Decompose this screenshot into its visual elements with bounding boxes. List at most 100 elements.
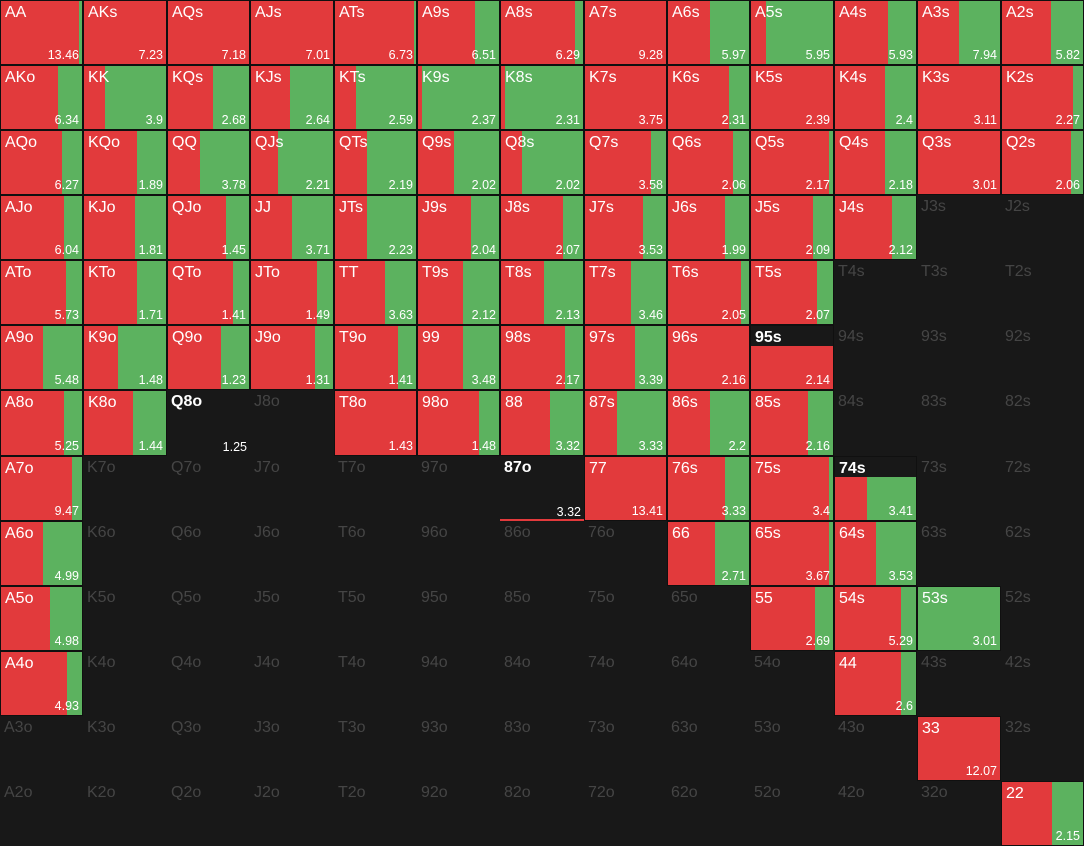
hand-cell-a2o[interactable]: A2o xyxy=(0,781,83,846)
hand-cell-72o[interactable]: 72o xyxy=(584,781,667,846)
hand-cell-qjo[interactable]: QJo 1.45 xyxy=(167,195,250,260)
hand-cell-k5o[interactable]: K5o xyxy=(83,586,167,651)
hand-cell-96o[interactable]: 96o xyxy=(417,521,500,586)
hand-cell-q8o[interactable]: Q8o 1.25 xyxy=(167,390,250,456)
hand-cell-t6o[interactable]: T6o xyxy=(334,521,417,586)
hand-cell-a3s[interactable]: A3s 7.94 xyxy=(917,0,1001,65)
hand-cell-73s[interactable]: 73s xyxy=(917,456,1001,521)
hand-cell-k3o[interactable]: K3o xyxy=(83,716,167,781)
hand-cell-j6o[interactable]: J6o xyxy=(250,521,334,586)
hand-cell-kjo[interactable]: KJo 1.81 xyxy=(83,195,167,260)
hand-cell-aqs[interactable]: AQs 7.18 xyxy=(167,0,250,65)
hand-cell-a6o[interactable]: A6o 4.99 xyxy=(0,521,83,586)
hand-cell-q3s[interactable]: Q3s 3.01 xyxy=(917,130,1001,195)
hand-cell-k2o[interactable]: K2o xyxy=(83,781,167,846)
hand-cell-k8o[interactable]: K8o 1.44 xyxy=(83,390,167,456)
hand-cell-95s[interactable]: 95s 2.14 xyxy=(750,325,834,390)
hand-cell-j9o[interactable]: J9o 1.31 xyxy=(250,325,334,390)
hand-cell-93o[interactable]: 93o xyxy=(417,716,500,781)
hand-cell-64s[interactable]: 64s 3.53 xyxy=(834,521,917,586)
hand-cell-87s[interactable]: 87s 3.33 xyxy=(584,390,667,456)
hand-cell-q8s[interactable]: Q8s 2.02 xyxy=(500,130,584,195)
hand-cell-qjs[interactable]: QJs 2.21 xyxy=(250,130,334,195)
hand-cell-a3o[interactable]: A3o xyxy=(0,716,83,781)
hand-cell-54o[interactable]: 54o xyxy=(750,651,834,716)
hand-cell-j5s[interactable]: J5s 2.09 xyxy=(750,195,834,260)
hand-cell-a9o[interactable]: A9o 5.48 xyxy=(0,325,83,390)
hand-cell-tt[interactable]: TT 3.63 xyxy=(334,260,417,325)
hand-cell-k7o[interactable]: K7o xyxy=(83,456,167,521)
hand-cell-j2s[interactable]: J2s xyxy=(1001,195,1084,260)
hand-cell-66[interactable]: 66 2.71 xyxy=(667,521,750,586)
hand-cell-a5s[interactable]: A5s 5.95 xyxy=(750,0,834,65)
hand-cell-53o[interactable]: 53o xyxy=(750,716,834,781)
hand-cell-ako[interactable]: AKo 6.34 xyxy=(0,65,83,130)
hand-cell-86s[interactable]: 86s 2.2 xyxy=(667,390,750,456)
hand-cell-t5s[interactable]: T5s 2.07 xyxy=(750,260,834,325)
hand-cell-a9s[interactable]: A9s 6.51 xyxy=(417,0,500,65)
hand-cell-92s[interactable]: 92s xyxy=(1001,325,1084,390)
hand-cell-q3o[interactable]: Q3o xyxy=(167,716,250,781)
hand-cell-64o[interactable]: 64o xyxy=(667,651,750,716)
hand-cell-q7s[interactable]: Q7s 3.58 xyxy=(584,130,667,195)
hand-cell-qq[interactable]: QQ 3.78 xyxy=(167,130,250,195)
hand-cell-t9o[interactable]: T9o 1.41 xyxy=(334,325,417,390)
hand-cell-aks[interactable]: AKs 7.23 xyxy=(83,0,167,65)
hand-cell-k2s[interactable]: K2s 2.27 xyxy=(1001,65,1084,130)
hand-cell-74s[interactable]: 74s 3.41 xyxy=(834,456,917,521)
hand-cell-86o[interactable]: 86o xyxy=(500,521,584,586)
hand-cell-a7s[interactable]: A7s 9.28 xyxy=(584,0,667,65)
hand-cell-t3s[interactable]: T3s xyxy=(917,260,1001,325)
hand-cell-a2s[interactable]: A2s 5.82 xyxy=(1001,0,1084,65)
hand-cell-jj[interactable]: JJ 3.71 xyxy=(250,195,334,260)
hand-cell-63s[interactable]: 63s xyxy=(917,521,1001,586)
hand-cell-97o[interactable]: 97o xyxy=(417,456,500,521)
hand-cell-q9o[interactable]: Q9o 1.23 xyxy=(167,325,250,390)
hand-cell-t6s[interactable]: T6s 2.05 xyxy=(667,260,750,325)
hand-cell-a8o[interactable]: A8o 5.25 xyxy=(0,390,83,456)
hand-cell-j6s[interactable]: J6s 1.99 xyxy=(667,195,750,260)
hand-cell-q2s[interactable]: Q2s 2.06 xyxy=(1001,130,1084,195)
hand-cell-j3o[interactable]: J3o xyxy=(250,716,334,781)
hand-cell-t8o[interactable]: T8o 1.43 xyxy=(334,390,417,456)
hand-cell-ajs[interactable]: AJs 7.01 xyxy=(250,0,334,65)
hand-cell-j4o[interactable]: J4o xyxy=(250,651,334,716)
hand-cell-kqs[interactable]: KQs 2.68 xyxy=(167,65,250,130)
hand-cell-94o[interactable]: 94o xyxy=(417,651,500,716)
hand-cell-q4s[interactable]: Q4s 2.18 xyxy=(834,130,917,195)
hand-cell-j2o[interactable]: J2o xyxy=(250,781,334,846)
hand-cell-kqo[interactable]: KQo 1.89 xyxy=(83,130,167,195)
hand-cell-q5s[interactable]: Q5s 2.17 xyxy=(750,130,834,195)
hand-cell-q9s[interactable]: Q9s 2.02 xyxy=(417,130,500,195)
hand-cell-t2s[interactable]: T2s xyxy=(1001,260,1084,325)
hand-cell-a4s[interactable]: A4s 5.93 xyxy=(834,0,917,65)
hand-cell-j9s[interactable]: J9s 2.04 xyxy=(417,195,500,260)
hand-cell-t8s[interactable]: T8s 2.13 xyxy=(500,260,584,325)
hand-cell-k9s[interactable]: K9s 2.37 xyxy=(417,65,500,130)
hand-cell-93s[interactable]: 93s xyxy=(917,325,1001,390)
hand-cell-j3s[interactable]: J3s xyxy=(917,195,1001,260)
hand-cell-85s[interactable]: 85s 2.16 xyxy=(750,390,834,456)
hand-cell-k8s[interactable]: K8s 2.31 xyxy=(500,65,584,130)
hand-cell-a8s[interactable]: A8s 6.29 xyxy=(500,0,584,65)
hand-cell-83o[interactable]: 83o xyxy=(500,716,584,781)
hand-cell-j8o[interactable]: J8o xyxy=(250,390,334,456)
hand-cell-t9s[interactable]: T9s 2.12 xyxy=(417,260,500,325)
hand-cell-aa[interactable]: AA 13.46 xyxy=(0,0,83,65)
hand-cell-k3s[interactable]: K3s 3.11 xyxy=(917,65,1001,130)
hand-cell-a6s[interactable]: A6s 5.97 xyxy=(667,0,750,65)
hand-cell-k6o[interactable]: K6o xyxy=(83,521,167,586)
hand-cell-98o[interactable]: 98o 1.48 xyxy=(417,390,500,456)
hand-cell-qto[interactable]: QTo 1.41 xyxy=(167,260,250,325)
hand-cell-jto[interactable]: JTo 1.49 xyxy=(250,260,334,325)
hand-cell-98s[interactable]: 98s 2.17 xyxy=(500,325,584,390)
hand-cell-ajo[interactable]: AJo 6.04 xyxy=(0,195,83,260)
hand-cell-82o[interactable]: 82o xyxy=(500,781,584,846)
hand-cell-q6o[interactable]: Q6o xyxy=(167,521,250,586)
hand-cell-54s[interactable]: 54s 5.29 xyxy=(834,586,917,651)
hand-cell-t4s[interactable]: T4s xyxy=(834,260,917,325)
hand-cell-65s[interactable]: 65s 3.67 xyxy=(750,521,834,586)
hand-cell-84s[interactable]: 84s xyxy=(834,390,917,456)
hand-cell-j4s[interactable]: J4s 2.12 xyxy=(834,195,917,260)
hand-cell-j7s[interactable]: J7s 3.53 xyxy=(584,195,667,260)
